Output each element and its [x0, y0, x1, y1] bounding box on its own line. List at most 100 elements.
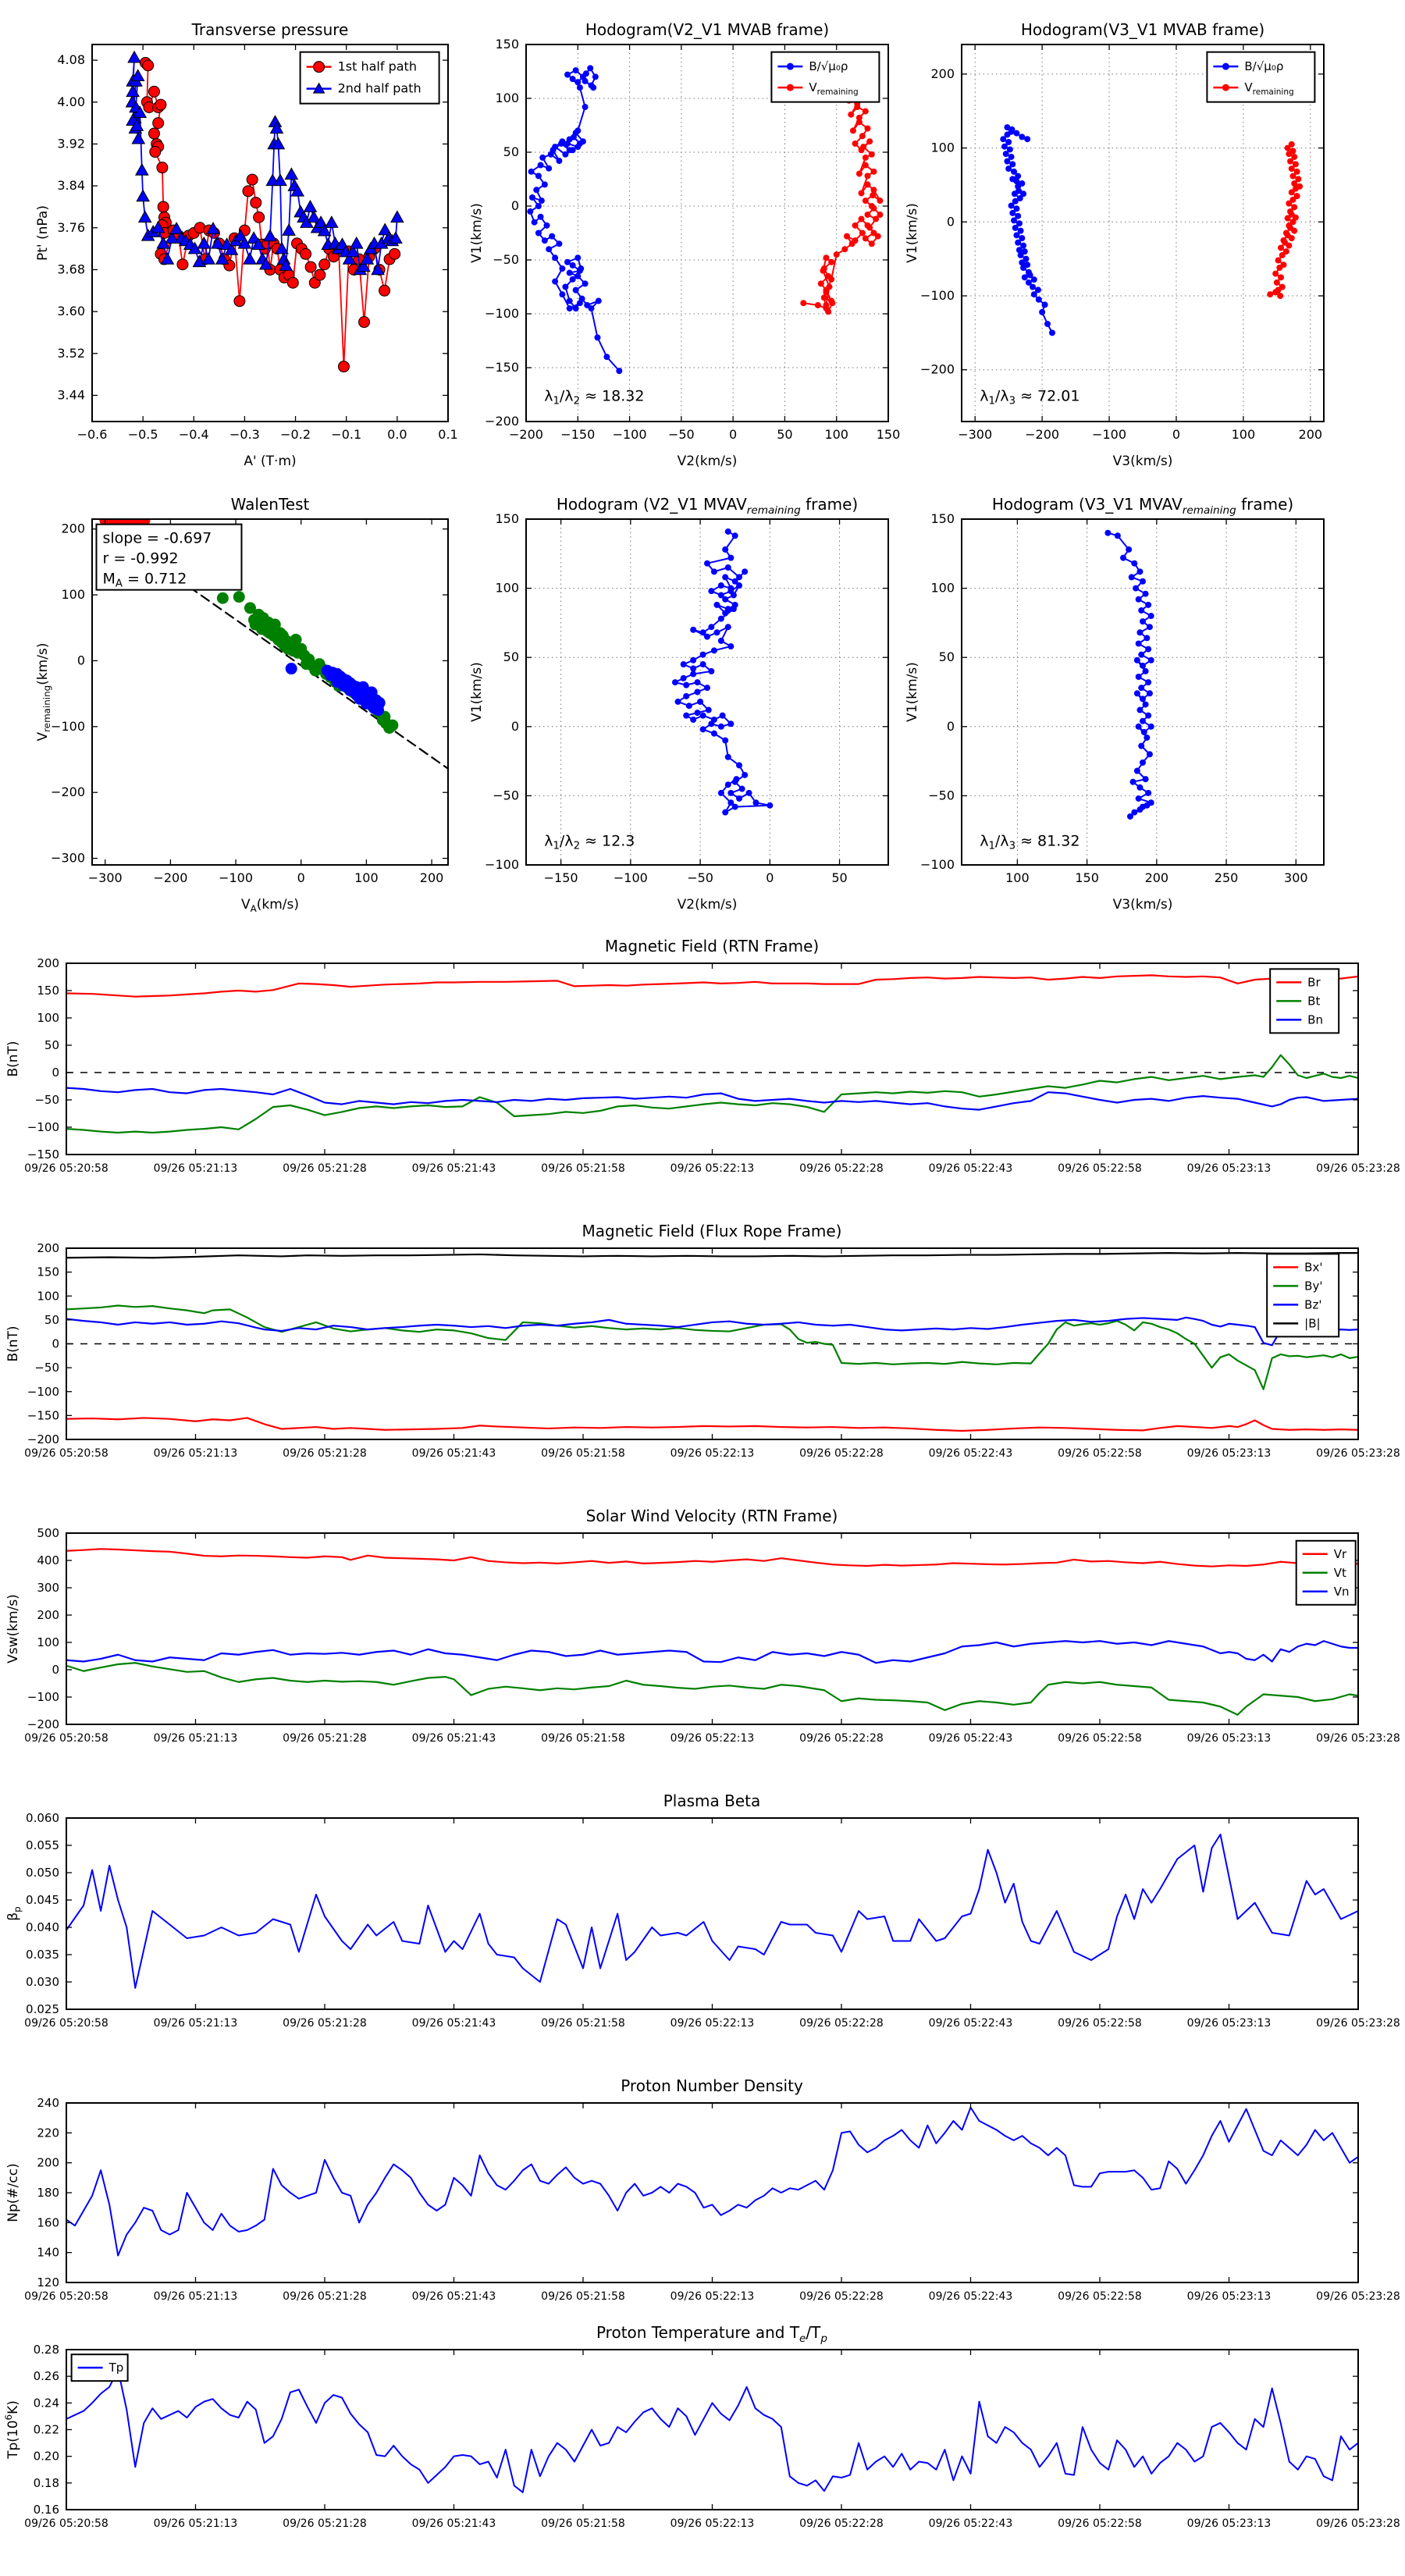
point-marker [1138, 651, 1145, 658]
point-marker [233, 295, 246, 308]
triangle-marker [258, 257, 273, 270]
point-marker [1140, 759, 1146, 766]
point-marker [713, 629, 720, 636]
y-tick-label: 50 [939, 649, 955, 664]
triangle-marker [314, 215, 328, 228]
point-marker [1142, 590, 1149, 597]
annotation: λ1/λ2 ≈ 18.32 [544, 387, 644, 407]
x-tick-label: 09/26 05:23:28 [1316, 1447, 1400, 1460]
point-marker [1016, 220, 1023, 227]
x-tick-label: 09/26 05:23:13 [1187, 2517, 1272, 2530]
point-marker [569, 262, 576, 269]
y-tick-label: 100 [37, 1635, 59, 1649]
triangle-marker [131, 131, 146, 144]
triangle-marker [197, 236, 212, 249]
point-marker [800, 300, 807, 307]
triangle-marker [201, 252, 216, 265]
x-tick-label: 50 [777, 427, 792, 442]
x-tick-label: 09/26 05:21:43 [412, 1162, 496, 1175]
point-marker [717, 637, 724, 644]
y-tick-label: 3.84 [57, 178, 85, 193]
point-marker [1004, 124, 1011, 131]
point-marker [1295, 176, 1302, 183]
point-marker [1284, 144, 1291, 151]
x-tick-label: 09/26 05:20:58 [24, 1732, 108, 1745]
point-marker [535, 173, 542, 180]
point-marker [727, 720, 735, 728]
x-tick-label: −0.3 [229, 427, 260, 442]
point-marker [1279, 251, 1286, 258]
point-marker [331, 675, 343, 688]
triangle-marker [160, 252, 175, 265]
x-tick-label: −100 [613, 427, 647, 442]
point-marker [694, 710, 701, 717]
x-tick-label: −50 [668, 427, 695, 442]
axes-box [525, 518, 889, 866]
point-marker [559, 138, 566, 145]
y-tick-label: −100 [485, 857, 519, 872]
point-marker [1279, 283, 1286, 290]
point-marker [537, 213, 544, 220]
x-tick-label: 09/26 05:20:58 [24, 2290, 108, 2303]
axes-box [91, 518, 449, 866]
point-marker [584, 301, 591, 308]
y-axis-label: Vsw(km/s) [5, 1594, 21, 1663]
point-marker [1135, 795, 1142, 802]
point-marker [814, 301, 821, 308]
x-tick-label: 09/26 05:22:43 [929, 2290, 1013, 2303]
point-marker [823, 289, 830, 296]
triangle-marker [284, 167, 299, 180]
point-marker [300, 247, 312, 260]
y-tick-label: 200 [61, 521, 85, 536]
axes-box [66, 1817, 1359, 2010]
point-marker [828, 258, 835, 265]
point-marker [852, 140, 859, 147]
point-marker [566, 269, 573, 276]
y-tick-label: 50 [503, 649, 519, 664]
x-tick-label: 09/26 05:21:13 [154, 1162, 238, 1175]
point-marker [556, 240, 563, 247]
x-tick-label: −150 [544, 870, 578, 885]
x-tick-label: 200 [1299, 427, 1323, 442]
title-proton-temperature: Proton Temperature and Te/Tp [596, 2323, 828, 2345]
y-axis-label: Tp(106K) [3, 2400, 21, 2460]
point-marker [786, 84, 794, 91]
point-marker [1287, 208, 1294, 215]
title-magnetic-field-rtn: Magnetic Field (RTN Frame) [604, 937, 820, 955]
triangle-marker [275, 241, 289, 254]
point-marker [1288, 165, 1295, 173]
point-marker [699, 726, 706, 733]
point-marker [1030, 291, 1037, 298]
point-marker [820, 267, 827, 274]
point-marker [752, 799, 759, 806]
x-tick-label: 09/26 05:23:28 [1316, 1732, 1400, 1745]
point-marker [736, 574, 743, 581]
triangle-marker [390, 210, 404, 223]
triangle-marker [130, 118, 144, 131]
point-marker [1020, 190, 1027, 197]
point-marker [1136, 629, 1144, 636]
triangle-marker [263, 229, 277, 242]
triangle-marker [273, 173, 287, 187]
triangle-marker [282, 223, 296, 236]
x-tick-label: 09/26 05:20:58 [24, 2017, 108, 2030]
x-tick-label: −200 [153, 870, 187, 885]
x-tick-label: 09/26 05:23:13 [1187, 1162, 1272, 1175]
x-tick-label: 09/26 05:22:13 [670, 2517, 755, 2530]
x-tick-label: 09/26 05:21:28 [283, 1732, 367, 1745]
point-marker [858, 147, 865, 154]
point-marker [859, 133, 866, 140]
y-axis-label: Vremaining(km/s) [35, 643, 52, 742]
point-marker [710, 730, 717, 737]
point-marker [849, 127, 856, 134]
point-marker [244, 602, 256, 614]
point-marker [616, 368, 623, 375]
point-marker [1140, 696, 1146, 703]
x-tick-label: 09/26 05:21:28 [283, 1447, 367, 1460]
legend-label: Bn [1307, 1012, 1323, 1026]
point-marker [708, 588, 715, 595]
point-marker [1286, 242, 1293, 249]
point-marker [727, 554, 735, 561]
point-marker [1024, 136, 1031, 143]
point-marker [242, 185, 254, 197]
